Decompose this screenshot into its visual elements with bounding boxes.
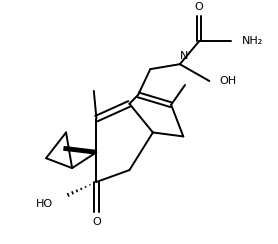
Text: NH₂: NH₂ [242, 36, 264, 46]
Text: O: O [92, 216, 101, 226]
Text: OH: OH [220, 76, 237, 86]
Text: O: O [195, 2, 203, 12]
Text: N: N [180, 51, 188, 61]
Text: HO: HO [36, 199, 53, 209]
